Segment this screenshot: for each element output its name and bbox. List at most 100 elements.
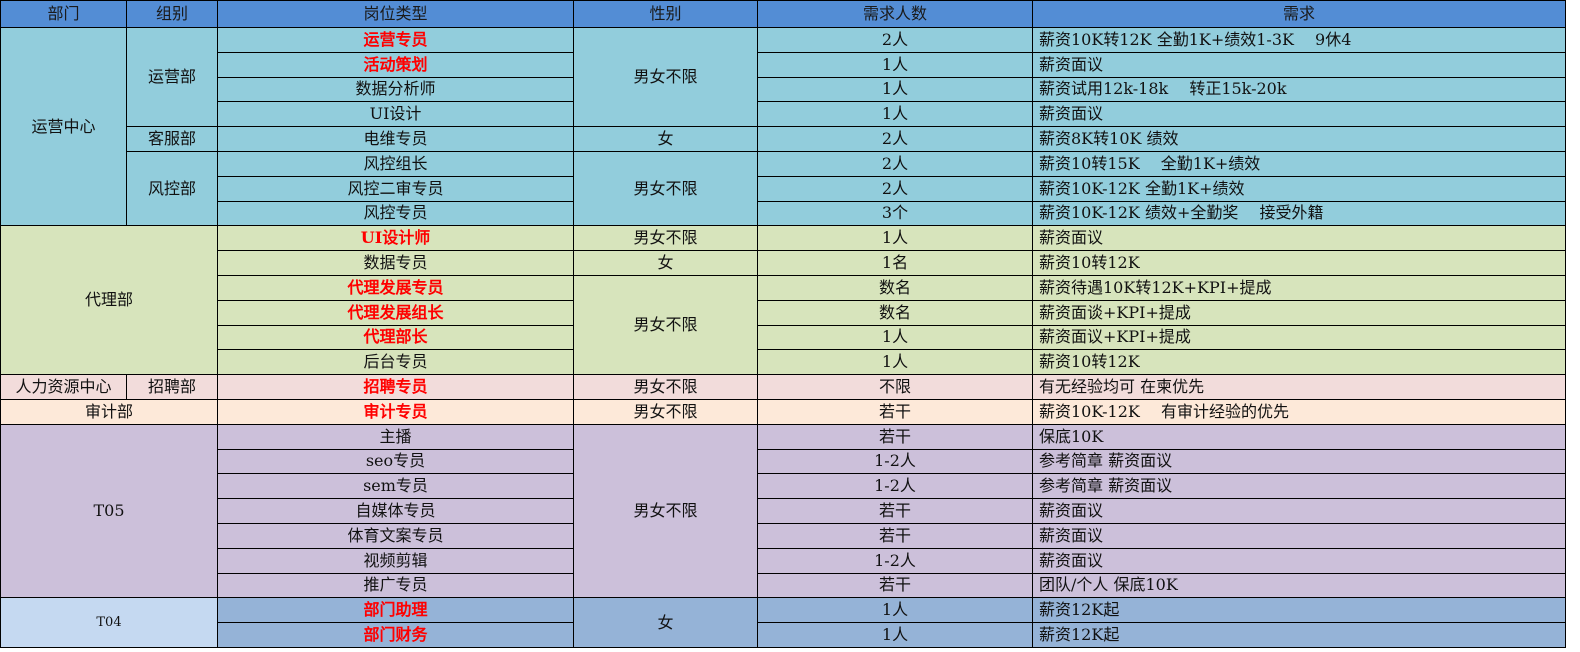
requirement-cell[interactable]: 薪资待遇10K转12K+KPI+提成 [1032,274,1566,301]
count-cell[interactable]: 2人 [757,175,1033,202]
count-cell[interactable]: 1-2人 [757,448,1033,475]
gender-cell[interactable]: 男女不限 [573,26,758,128]
requirement-cell[interactable]: 薪资试用12k-18k 转正15k-20k [1032,76,1566,103]
requirement-cell[interactable]: 薪资面议 [1032,51,1566,78]
position-cell[interactable]: 运营专员 [217,27,574,53]
requirement-cell[interactable]: 薪资10转15K 全勤1K+绩效 [1032,150,1566,177]
count-cell[interactable]: 数名 [757,299,1033,326]
position-cell[interactable]: 代理发展专员 [217,274,574,301]
group-cell[interactable]: 招聘部 [126,374,218,400]
requirement-cell[interactable]: 薪资面议 [1032,498,1566,524]
requirement-cell[interactable]: 薪资10K转12K 全勤1K+绩效1-3K 9休4 [1032,27,1566,53]
group-cell[interactable]: 运营部 [126,26,218,128]
requirement-cell[interactable]: 薪资面谈+KPI+提成 [1032,299,1566,326]
gender-cell[interactable]: 男女不限 [573,274,758,376]
position-cell[interactable]: 活动策划 [217,51,574,78]
requirement-cell[interactable]: 薪资面议 [1032,101,1566,128]
count-cell[interactable]: 1人 [757,597,1033,624]
position-cell[interactable]: 部门助理 [217,597,574,624]
requirement-cell[interactable]: 薪资10K-12K 有审计经验的优先 [1032,398,1566,425]
count-cell[interactable]: 1人 [757,101,1033,128]
header-group[interactable]: 组别 [126,0,218,28]
position-cell[interactable]: 数据专员 [217,250,574,276]
department-cell[interactable]: T05 [0,423,218,599]
count-cell[interactable]: 2人 [757,150,1033,177]
position-cell[interactable]: 视频剪辑 [217,547,574,574]
department-cell[interactable]: 代理部 [0,225,218,376]
count-cell[interactable]: 若干 [757,498,1033,524]
gender-cell[interactable]: 男女不限 [573,225,758,252]
position-cell[interactable]: 代理部长 [217,324,574,351]
requirement-cell[interactable]: 薪资面议+KPI+提成 [1032,324,1566,351]
header-position[interactable]: 岗位类型 [217,0,574,28]
group-cell[interactable]: 客服部 [126,126,218,152]
count-cell[interactable]: 若干 [757,522,1033,549]
gender-cell[interactable]: 男女不限 [573,423,758,599]
count-cell[interactable]: 2人 [757,27,1033,53]
group-cell[interactable]: 风控部 [126,150,218,227]
count-cell[interactable]: 3个 [757,200,1033,227]
department-cell[interactable]: T04 [0,597,218,648]
requirement-cell[interactable]: 参考简章 薪资面议 [1032,473,1566,500]
position-cell[interactable]: sem专员 [217,473,574,500]
requirement-cell[interactable]: 薪资10转12K [1032,349,1566,376]
requirement-cell[interactable]: 薪资12K起 [1032,622,1566,648]
gender-cell[interactable]: 男女不限 [573,150,758,227]
department-cell[interactable]: 运营中心 [0,26,127,227]
count-cell[interactable]: 1人 [757,324,1033,351]
gender-cell[interactable]: 女 [573,597,758,648]
requirement-cell[interactable]: 团队/个人 保底10K [1032,572,1566,599]
count-cell[interactable]: 1名 [757,250,1033,276]
count-cell[interactable]: 1-2人 [757,473,1033,500]
count-cell[interactable]: 若干 [757,572,1033,599]
requirement-cell[interactable]: 薪资10K-12K 全勤1K+绩效 [1032,175,1566,202]
position-cell[interactable]: UI设计 [217,101,574,128]
position-cell[interactable]: 电维专员 [217,126,574,152]
position-cell[interactable]: UI设计师 [217,225,574,252]
header-gender[interactable]: 性别 [573,0,758,28]
requirement-cell[interactable]: 薪资面议 [1032,225,1566,252]
requirement-cell[interactable]: 薪资12K起 [1032,597,1566,624]
count-cell[interactable]: 1人 [757,51,1033,78]
header-requirements[interactable]: 需求 [1032,0,1566,28]
requirement-cell[interactable]: 有无经验均可 在柬优先 [1032,374,1566,400]
position-cell[interactable]: 代理发展组长 [217,299,574,326]
requirement-cell[interactable]: 保底10K [1032,423,1566,450]
position-cell[interactable]: 数据分析师 [217,76,574,103]
requirement-cell[interactable]: 参考简章 薪资面议 [1032,448,1566,475]
position-cell[interactable]: 风控专员 [217,200,574,227]
position-cell[interactable]: 招聘专员 [217,374,574,400]
department-cell[interactable]: 审计部 [0,398,218,425]
count-cell[interactable]: 1人 [757,622,1033,648]
count-cell[interactable]: 若干 [757,398,1033,425]
position-cell[interactable]: 风控二审专员 [217,175,574,202]
gender-cell[interactable]: 男女不限 [573,398,758,425]
position-cell[interactable]: 风控组长 [217,150,574,177]
position-cell[interactable]: 部门财务 [217,622,574,648]
department-cell[interactable]: 人力资源中心 [0,374,127,400]
requirement-cell[interactable]: 薪资面议 [1032,547,1566,574]
requirement-cell[interactable]: 薪资面议 [1032,522,1566,549]
requirement-cell[interactable]: 薪资8K转10K 绩效 [1032,126,1566,152]
gender-cell[interactable]: 男女不限 [573,374,758,400]
header-count[interactable]: 需求人数 [757,0,1033,28]
count-cell[interactable]: 不限 [757,374,1033,400]
count-cell[interactable]: 数名 [757,274,1033,301]
gender-cell[interactable]: 女 [573,126,758,152]
count-cell[interactable]: 若干 [757,423,1033,450]
count-cell[interactable]: 1-2人 [757,547,1033,574]
count-cell[interactable]: 1人 [757,225,1033,252]
count-cell[interactable]: 1人 [757,76,1033,103]
count-cell[interactable]: 1人 [757,349,1033,376]
requirement-cell[interactable]: 薪资10转12K [1032,250,1566,276]
position-cell[interactable]: 推广专员 [217,572,574,599]
position-cell[interactable]: 自媒体专员 [217,498,574,524]
count-cell[interactable]: 2人 [757,126,1033,152]
position-cell[interactable]: 审计专员 [217,398,574,425]
requirement-cell[interactable]: 薪资10K-12K 绩效+全勤奖 接受外籍 [1032,200,1566,227]
position-cell[interactable]: 主播 [217,423,574,450]
position-cell[interactable]: seo专员 [217,448,574,475]
position-cell[interactable]: 后台专员 [217,349,574,376]
header-department[interactable]: 部门 [0,0,127,28]
gender-cell[interactable]: 女 [573,250,758,276]
